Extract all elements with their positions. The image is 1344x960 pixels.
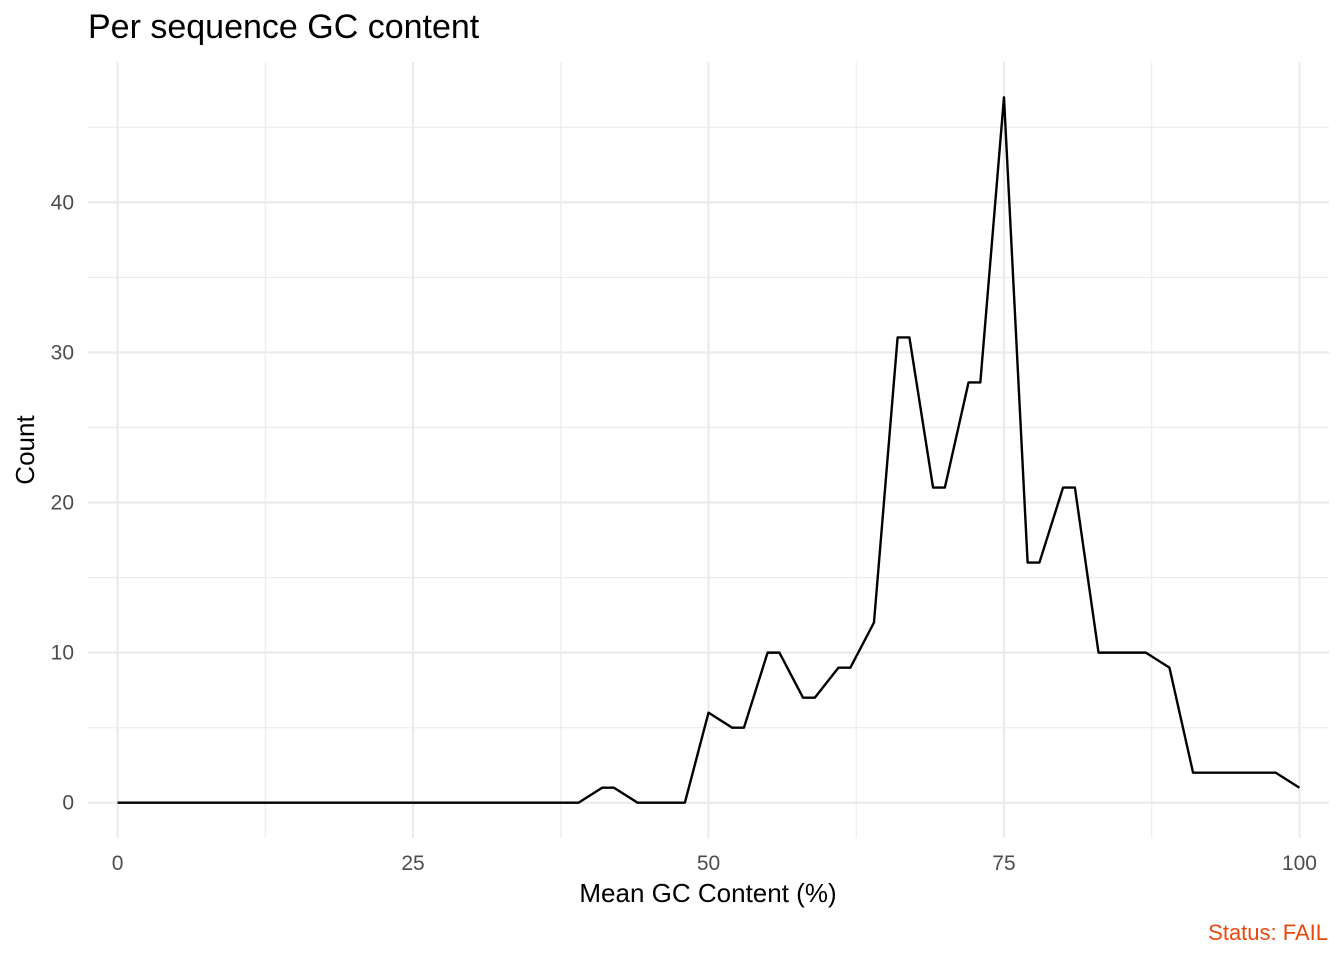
- y-tick-label: 0: [62, 792, 74, 815]
- x-tick-label: 25: [401, 852, 424, 875]
- status-badge: Status: FAIL: [1208, 920, 1328, 945]
- data-point: [978, 380, 982, 384]
- x-tick-label: 50: [697, 852, 720, 875]
- x-axis-ticks: 0 25 50 75 100: [112, 852, 1317, 875]
- data-point: [1073, 486, 1077, 490]
- data-point: [1037, 561, 1041, 565]
- data-point: [1274, 771, 1278, 775]
- data-point: [1026, 561, 1030, 565]
- data-point: [967, 380, 971, 384]
- data-point: [1002, 95, 1006, 99]
- data-point: [837, 666, 841, 670]
- y-tick-label: 30: [51, 341, 74, 364]
- major-grid: [88, 62, 1329, 838]
- data-point: [636, 801, 640, 805]
- y-axis-title: Count: [10, 415, 40, 485]
- x-axis-title: Mean GC Content (%): [579, 878, 836, 908]
- data-point: [600, 786, 604, 790]
- data-point: [943, 486, 947, 490]
- data-point: [777, 651, 781, 655]
- gc-count-line: [117, 96, 1301, 804]
- data-point: [612, 786, 616, 790]
- data-point: [896, 335, 900, 339]
- data-point: [742, 726, 746, 730]
- data-point: [1167, 666, 1171, 670]
- x-tick-label: 0: [112, 852, 124, 875]
- y-tick-label: 20: [51, 492, 74, 515]
- chart-title: Per sequence GC content: [88, 8, 480, 46]
- y-axis-ticks: 0 10 20 30 40: [51, 191, 74, 814]
- data-point: [576, 801, 580, 805]
- y-tick-label: 40: [51, 191, 74, 214]
- y-tick-label: 10: [51, 642, 74, 665]
- x-tick-label: 75: [992, 852, 1015, 875]
- x-tick-label: 100: [1282, 852, 1317, 875]
- data-point: [707, 711, 711, 715]
- data-point: [730, 726, 734, 730]
- data-point: [813, 696, 817, 700]
- data-point: [872, 621, 876, 625]
- data-point: [1061, 486, 1065, 490]
- data-point: [766, 651, 770, 655]
- data-point: [116, 801, 120, 805]
- data-point: [907, 335, 911, 339]
- data-point: [931, 486, 935, 490]
- data-point: [801, 696, 805, 700]
- data-point: [683, 801, 687, 805]
- data-point: [1097, 651, 1101, 655]
- data-point: [1191, 771, 1195, 775]
- data-point: [848, 666, 852, 670]
- data-point: [1297, 786, 1301, 790]
- data-point: [1144, 651, 1148, 655]
